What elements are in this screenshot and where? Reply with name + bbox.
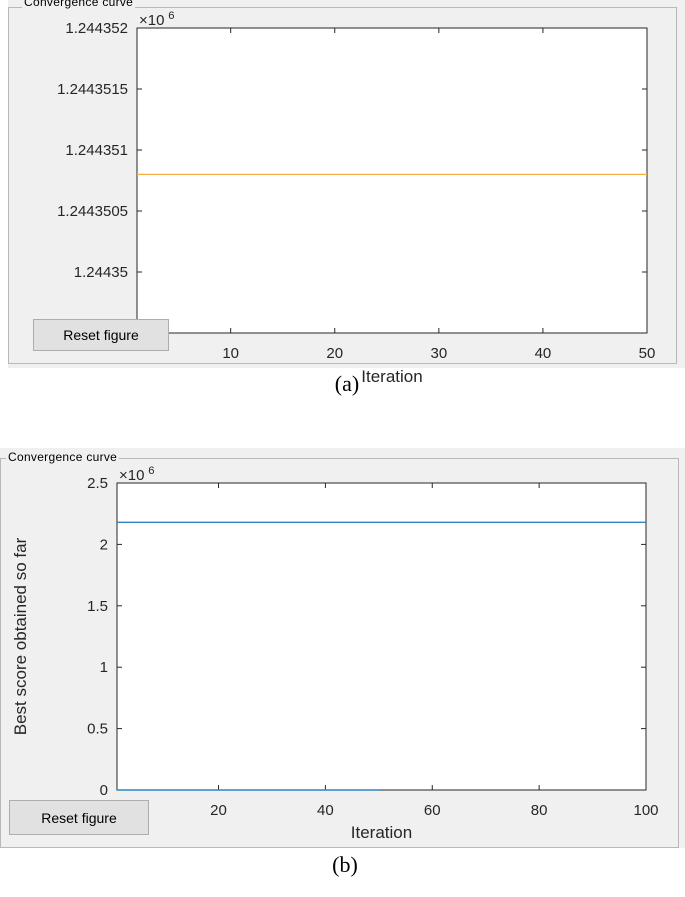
y-tick-label: 1.5 <box>87 598 108 615</box>
y-tick-label: 1.244352 <box>65 20 128 37</box>
x-tick-label: 30 <box>430 345 447 362</box>
convergence-curve-group <box>0 458 679 848</box>
panel-title: Convergence curve <box>6 450 120 464</box>
y-tick-label: 1 <box>100 659 108 676</box>
figure-b-panel: Convergence curve 0 0.5 1 1.5 2 2.5 20 40 60 80 10… <box>0 448 685 848</box>
convergence-chart-b: 0 0.5 1 1.5 2 2.5 20 40 60 80 100 ×10 6 Iteration Best… <box>11 465 659 842</box>
y-tick-label: 1.2443515 <box>57 81 128 98</box>
y-tick-label: 1.244351 <box>65 142 128 159</box>
x-axis-label: Iteration <box>361 367 422 386</box>
y-axis-label: Best score obtained so far <box>11 537 30 735</box>
y-exponent-label: ×10 <box>119 467 144 484</box>
x-tick-label: 80 <box>531 802 548 819</box>
y-tick-label: 0 <box>100 782 108 799</box>
x-tick-label: 50 <box>639 345 656 362</box>
x-tick-label: 40 <box>317 802 334 819</box>
x-tick-label: 20 <box>210 802 227 819</box>
y-tick-label: 2.5 <box>87 475 108 492</box>
convergence-curve-group <box>8 7 677 364</box>
x-axis-label: Iteration <box>351 823 412 842</box>
plot-area <box>136 27 648 334</box>
y-exponent-power: 6 <box>168 10 174 22</box>
y-tick-label: 2 <box>100 536 108 553</box>
figure-caption-a: (a) <box>334 371 360 396</box>
plot-area <box>116 482 647 791</box>
reset-figure-button[interactable]: Reset figure <box>33 319 169 351</box>
x-tick-label: 100 <box>633 802 658 819</box>
x-tick-label: 10 <box>222 345 239 362</box>
y-tick-label: 1.24435 <box>74 264 128 281</box>
figure-a-panel: Convergence curve 1.24434951.244351.2443… <box>8 0 685 386</box>
y-exponent-power: 6 <box>148 465 154 477</box>
y-exponent-label: ×10 <box>139 12 164 29</box>
x-tick-label: 60 <box>424 802 441 819</box>
reset-figure-button[interactable]: Reset figure <box>9 800 149 835</box>
figure-caption-b: (b) <box>332 852 358 877</box>
convergence-chart-a: 1.24434951.244351.24435051.2443511.24435… <box>57 10 656 386</box>
y-tick-label: 0.5 <box>87 721 108 738</box>
x-tick-label: 40 <box>535 345 552 362</box>
y-tick-label: 1.2443505 <box>57 203 128 220</box>
panel-title: Convergence curve <box>22 0 136 9</box>
x-tick-label: 20 <box>326 345 343 362</box>
